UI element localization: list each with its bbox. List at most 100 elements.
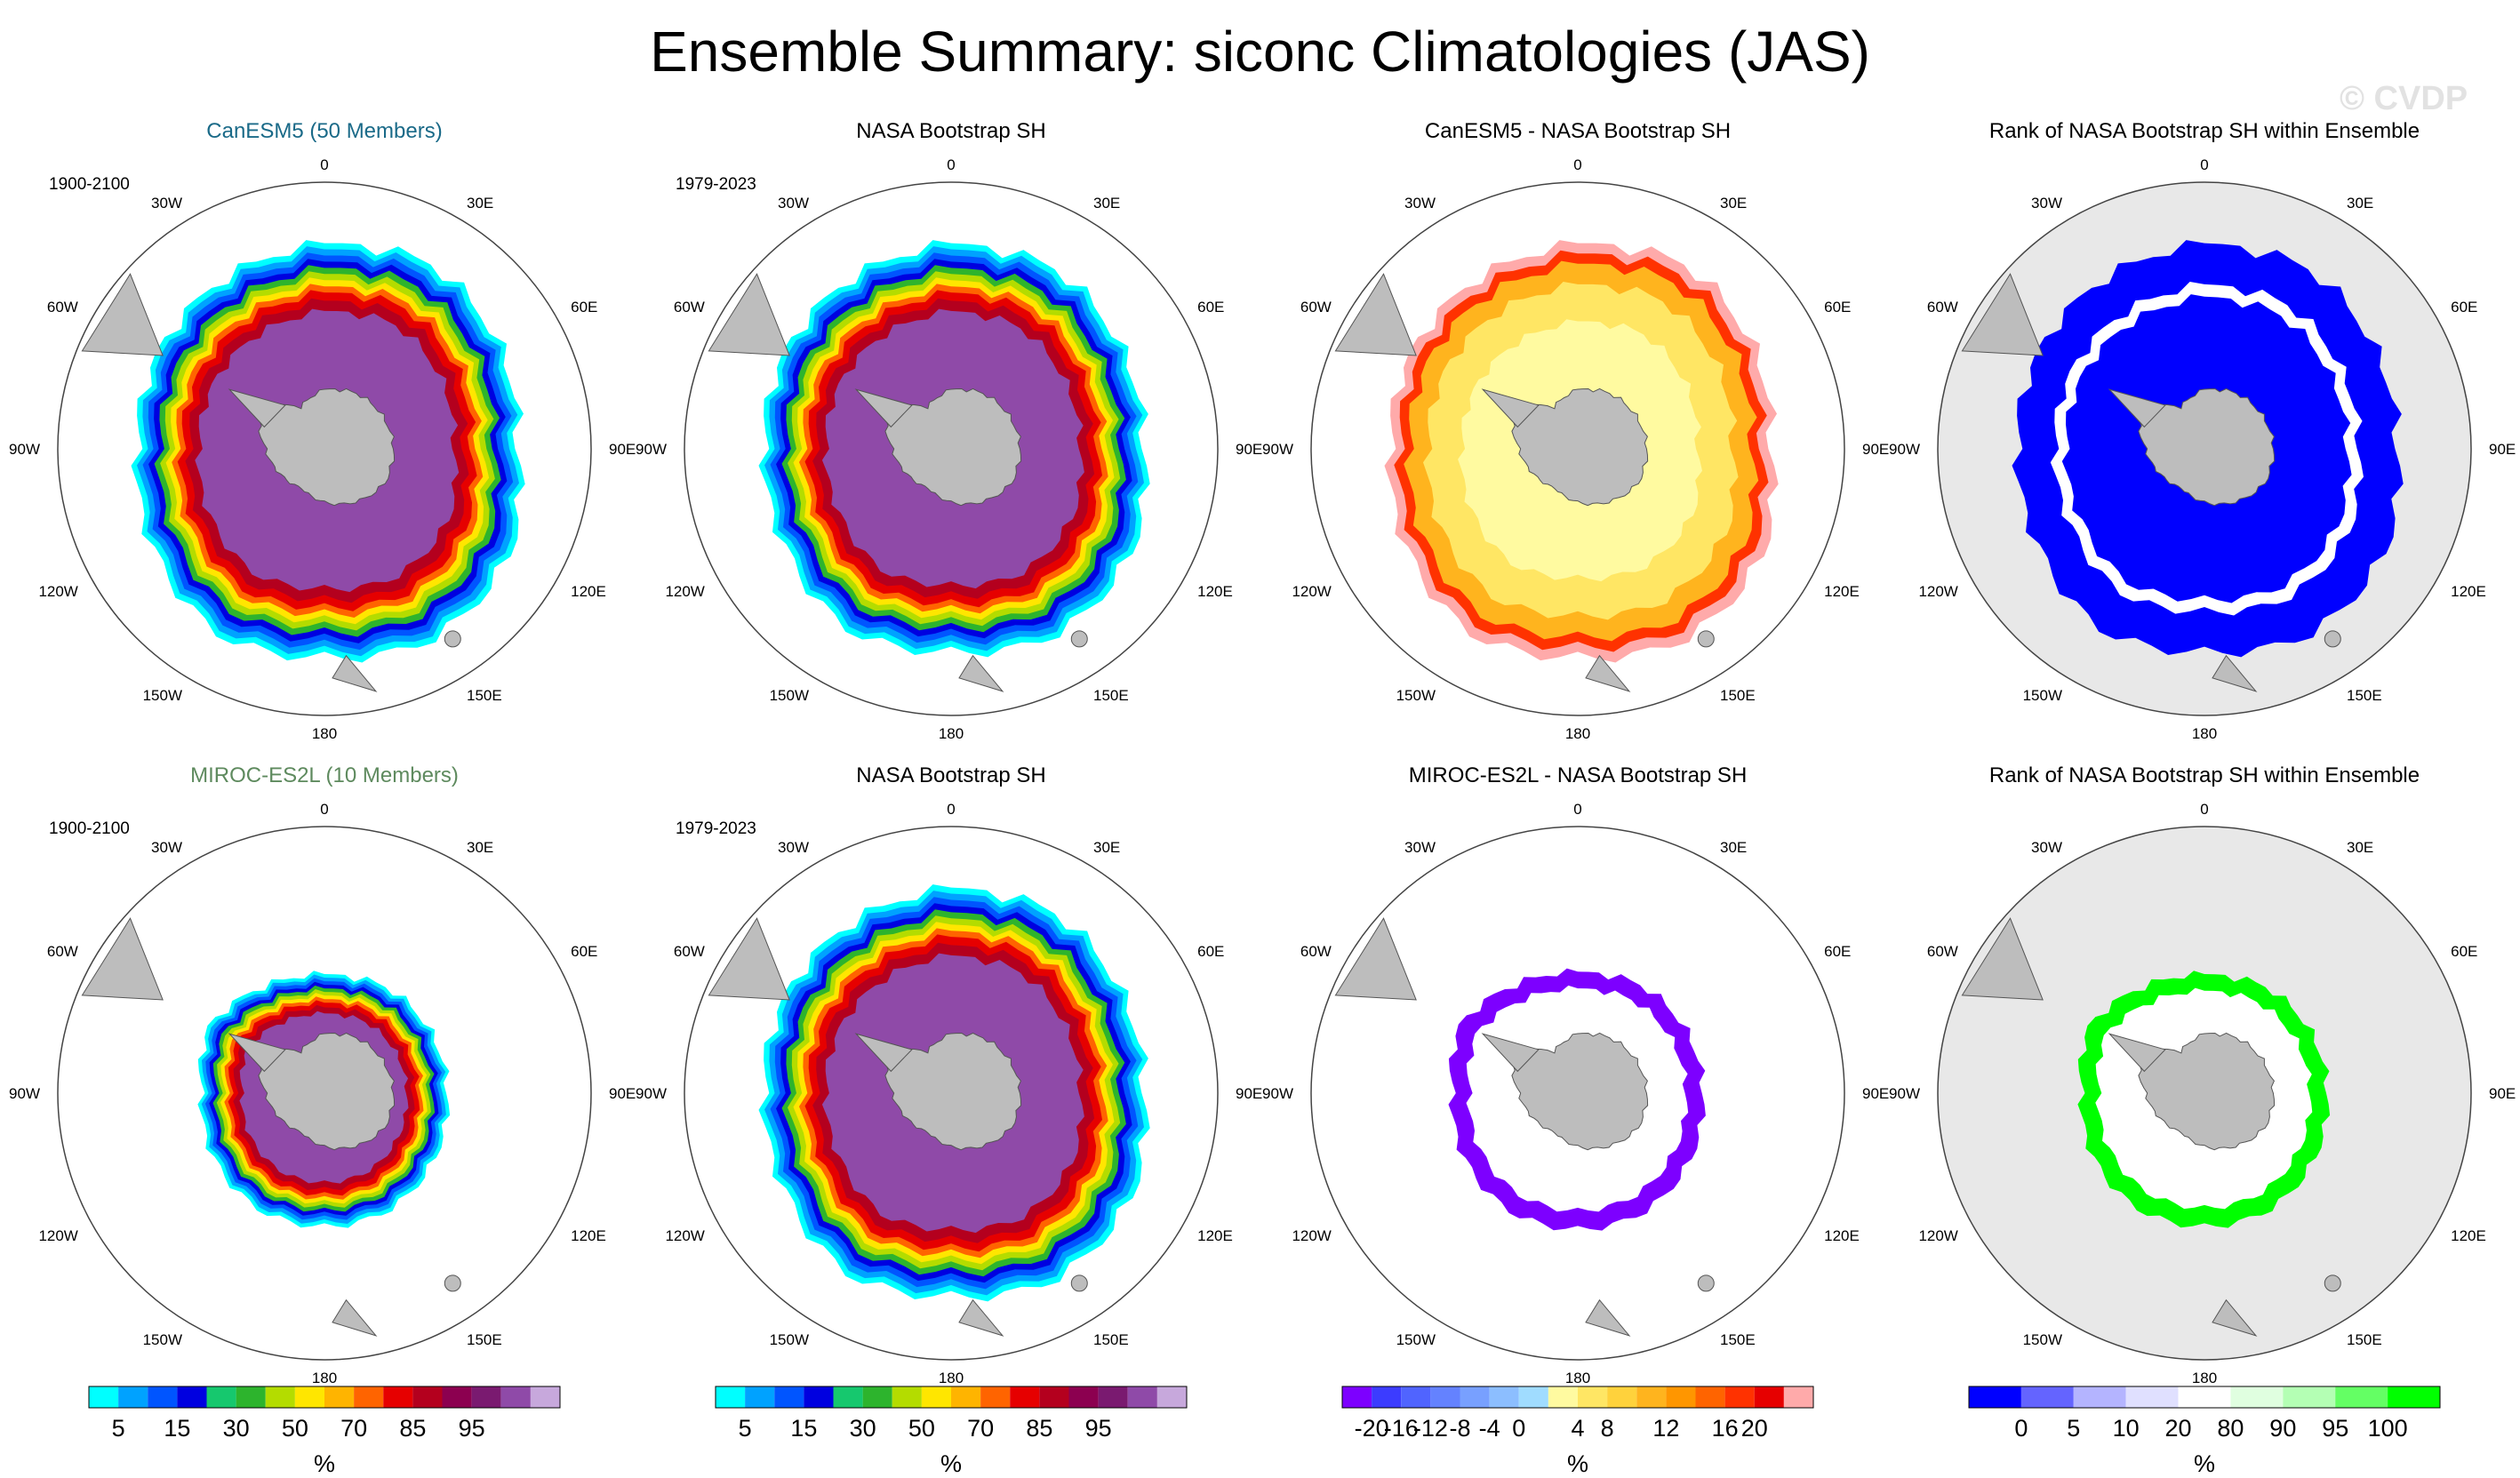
longitude-label: 60E [2451,299,2477,316]
longitude-label: 90W [636,1085,667,1102]
colorbar-swatch [1578,1386,1608,1408]
colorbar-tick-label: -8 [1449,1415,1470,1442]
colorbar-swatch [89,1386,119,1408]
longitude-label: 150E [1720,687,1756,704]
colorbar-unit-label: % [2194,1450,2215,1477]
colorbar-swatch [1548,1386,1578,1408]
colorbar-swatch [1068,1386,1099,1408]
longitude-label: 60W [47,943,78,960]
longitude-label: 60E [571,943,597,960]
longitude-label: 30W [2031,195,2062,212]
map-panel: 0 30E 60E 90E 120E 150E 180 150W 120W 90W 60W 30W [1262,801,1889,1386]
colorbar-tick-label: 20 [2165,1415,2192,1442]
colorbar-tick-label: 0 [1512,1415,1525,1442]
longitude-label: 180 [939,725,964,742]
colorbar-swatch [1127,1386,1157,1408]
longitude-label: 60E [1197,943,1224,960]
tasmania-land [1070,1274,1088,1292]
colorbar-swatch [354,1386,384,1408]
colorbar-tick-label: 12 [1652,1415,1679,1442]
longitude-label: 0 [947,156,955,173]
longitude-label: 150W [1396,687,1436,704]
longitude-label: 0 [1573,801,1581,818]
colorbar-tick-label: 80 [2217,1415,2244,1442]
colorbar: 5 15 30 50 70 85 95% [88,1386,561,1477]
antarctic-peninsula [2108,388,2166,428]
longitude-label: 180 [1565,725,1590,742]
longitude-label: 180 [2192,1370,2217,1386]
colorbar-tick-label: 70 [340,1415,367,1442]
longitude-label: 150E [467,687,502,704]
colorbar-tick-label: 85 [399,1415,426,1442]
longitude-label: 150E [1093,1331,1129,1348]
colorbar-swatch [2230,1386,2284,1408]
colorbar-swatch [1724,1386,1755,1408]
colorbar-swatch [774,1386,804,1408]
panel-title: NASA Bootstrap SH [856,763,1045,787]
longitude-label: 150E [1093,687,1129,704]
colorbar-tick-label: 15 [790,1415,817,1442]
tasmania-land [2324,630,2341,648]
colorbar-swatch [148,1386,178,1408]
south-america-land [1334,273,1417,356]
longitude-label: 150W [143,1331,182,1348]
antarctic-peninsula [1481,1033,1540,1073]
panel-title: MIROC-ES2L (10 Members) [190,763,459,787]
new-zealand-land [1585,1298,1631,1337]
colorbar-tick-label: -4 [1479,1415,1500,1442]
longitude-label: 90E [1862,1085,1889,1102]
longitude-label: 90E [2489,1085,2516,1102]
new-zealand-land [1585,654,1631,692]
new-zealand-land [958,654,1004,692]
colorbar-swatch [1156,1386,1187,1408]
colorbar-swatch [324,1386,355,1408]
panel-title: CanESM5 - NASA Bootstrap SH [1425,119,1731,143]
colorbar-swatch [2283,1386,2336,1408]
longitude-label: 60W [47,299,78,316]
new-zealand-land [332,1298,378,1337]
tasmania-land [2324,1274,2341,1292]
new-zealand-land [2212,1298,2258,1337]
tasmania-land [1697,630,1715,648]
colorbar-swatch [1607,1386,1637,1408]
colorbar-tick-label: 30 [223,1415,250,1442]
longitude-label: 120E [1824,1227,1860,1244]
longitude-label: 120W [38,1227,77,1244]
colorbar-tick-label: 8 [1601,1415,1614,1442]
longitude-label: 90E [1236,1085,1262,1102]
tasmania-land [1697,1274,1715,1292]
antarctic-peninsula [2108,1033,2166,1073]
colorbar-swatch [745,1386,775,1408]
colorbar-swatch [1010,1386,1040,1408]
antarctic-peninsula [854,1033,913,1073]
colorbar-tick-label: 50 [282,1415,308,1442]
map-panel: 0 30E 60E 90E 120E 150E 180 150W 120W 90W 60W 30W [1262,156,1889,742]
longitude-label: 150W [2023,1331,2062,1348]
map-panel: 0 30E 60E 90E 120E 150E 180 150W 120W 90W 60W 30W [1889,156,2516,742]
colorbar-tick-label: 4 [1571,1415,1584,1442]
colorbar-swatch [1666,1386,1696,1408]
colorbar-tick-label: -20 [1355,1415,1389,1442]
south-america-land [708,917,790,1001]
longitude-label: 0 [2200,801,2208,818]
longitude-label: 30W [778,839,809,856]
longitude-label: 180 [1565,1370,1590,1386]
longitude-label: 90E [609,1085,636,1102]
longitude-label: 120W [1292,583,1331,600]
colorbar-swatch [471,1386,501,1408]
south-america-land [1961,273,2044,356]
longitude-label: 60W [1300,943,1332,960]
colorbar-tick-label: 90 [2269,1415,2296,1442]
map-panel: 0 30E 60E 90E 120E 150E 180 150W 120W 90W 60W 30W [9,801,636,1386]
colorbar-swatch [2020,1386,2074,1408]
colorbar-tick-label: 100 [2368,1415,2408,1442]
figure-title: Ensemble Summary: siconc Climatologies (… [650,20,1870,84]
longitude-label: 120E [571,1227,606,1244]
colorbar-swatch [1039,1386,1069,1408]
colorbar-tick-label: 95 [459,1415,485,1442]
colorbar-tick-label: 5 [112,1415,125,1442]
colorbar-swatch [2073,1386,2126,1408]
year-range-label: 1900-2100 [49,819,130,838]
